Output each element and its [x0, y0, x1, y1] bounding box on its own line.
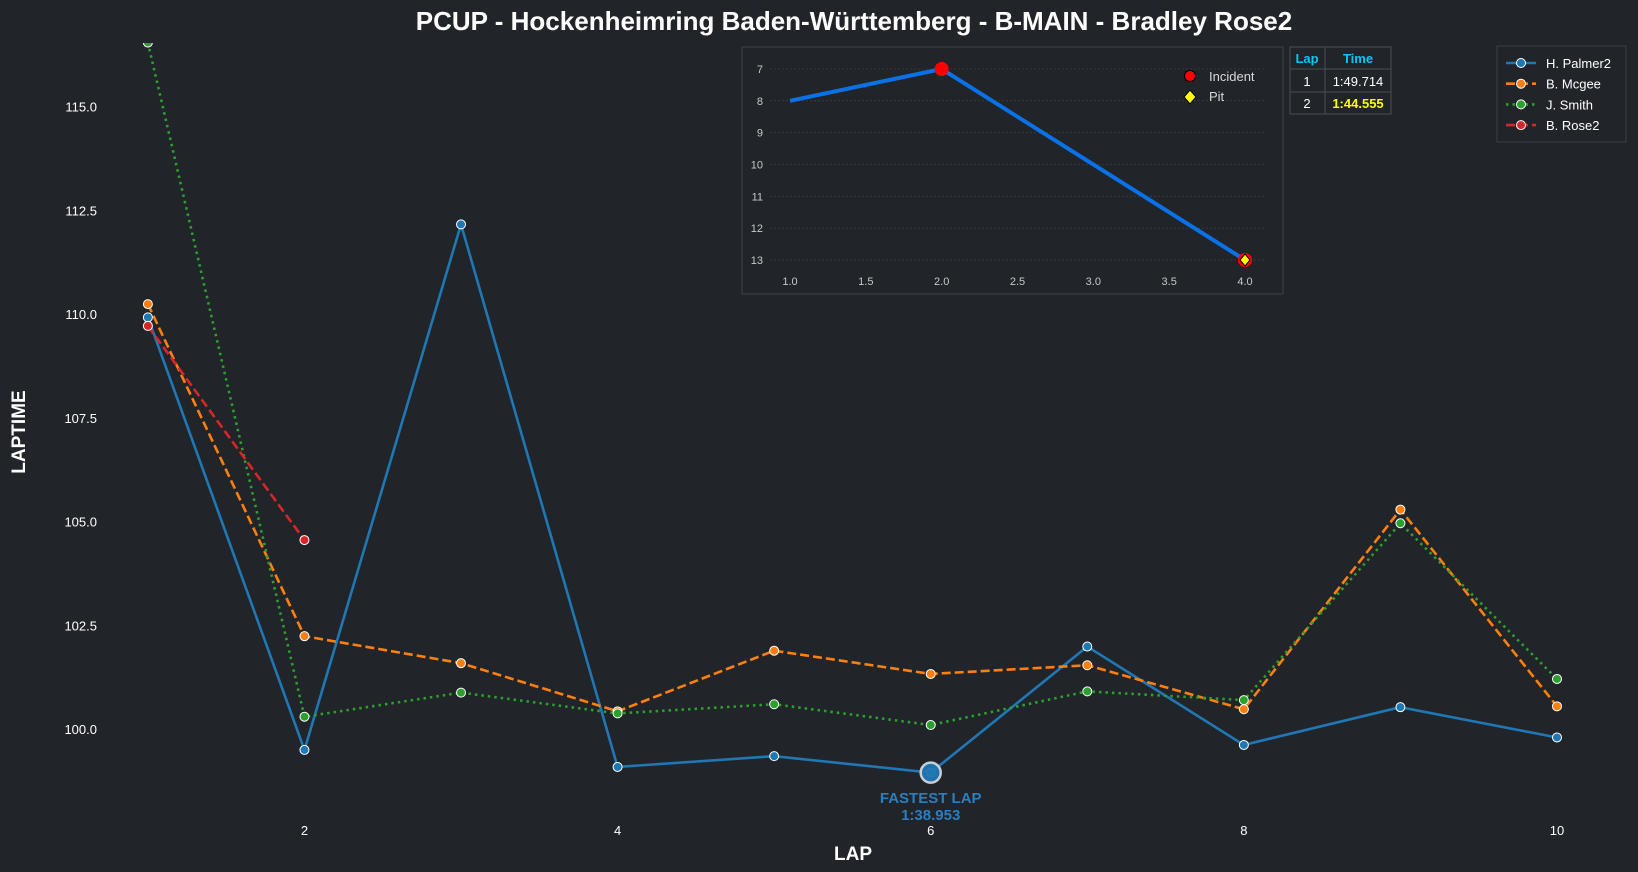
data-point: [1551, 732, 1562, 743]
inset-y-tick-label: 10: [751, 160, 763, 172]
series-line-b-rose2: [146, 325, 306, 541]
data-point: [1238, 695, 1249, 706]
x-axis-label: LAP: [834, 844, 872, 865]
table-cell-lap: 2: [1303, 96, 1310, 111]
data-point: [1551, 701, 1562, 712]
data-point: [142, 312, 153, 323]
series-line-h-palmer2: [146, 219, 1558, 774]
y-tick-label: 105.0: [64, 515, 97, 530]
inset-x-tick-label: 3.0: [1086, 276, 1101, 288]
fastest-lap-marker: [919, 761, 942, 784]
y-tick-label: 102.5: [64, 618, 97, 633]
fastest-lap-time: 1:38.953: [901, 807, 960, 824]
x-tick-label: 6: [927, 823, 934, 838]
data-point: [456, 658, 467, 669]
inset-x-tick-label: 2.0: [934, 276, 949, 288]
inset-legend: Incident Pit: [1183, 69, 1255, 105]
x-tick-label: 4: [614, 823, 621, 838]
lap-table-frame: [1289, 46, 1392, 115]
data-point: [299, 711, 310, 722]
table-cell-time-highlight: 1:44.555: [1332, 96, 1383, 111]
y-tick-label: 107.5: [64, 411, 97, 426]
data-point: [769, 751, 780, 762]
inset-x-tick-label: 3.5: [1162, 276, 1177, 288]
legend-label: B. Mcgee: [1546, 77, 1601, 92]
main-ticks: 2 4 6 8 10100.0102.5105.0107.5110.0112.5115.…: [64, 100, 1564, 838]
legend-marker: [1516, 58, 1526, 68]
inset-y-tick-label: 13: [751, 255, 763, 267]
data-point: [1082, 686, 1093, 697]
inset-y-tick-label: 8: [757, 96, 763, 108]
data-point: [769, 645, 780, 656]
x-tick-label: 8: [1240, 823, 1247, 838]
table-cell-lap: 1: [1303, 74, 1310, 89]
inset-y-tick-label: 12: [751, 223, 763, 235]
legend-label: B. Rose2: [1546, 118, 1599, 133]
fastest-lap-label: FASTEST LAP: [880, 790, 982, 807]
inset-legend-pit: Pit: [1209, 89, 1225, 104]
legend-marker: [1516, 99, 1526, 110]
main-plot: [142, 43, 1562, 784]
data-point: [1082, 641, 1093, 652]
chart-title: PCUP - Hockenheimring Baden-Württemberg …: [416, 6, 1292, 36]
data-point: [456, 687, 467, 698]
inset-plot: 7 8 9 10 11 12 13 1.0 1.5 2.0 2.5 3.0 3.5 4.0: [751, 62, 1266, 288]
lap-table: Lap Time 1 1:49.714 2 1:44.555: [1289, 46, 1392, 115]
legend-marker: [1516, 120, 1526, 131]
data-point: [925, 720, 936, 731]
data-point: [612, 761, 623, 772]
main-legend: H. Palmer2 B. Mcgee J. Smith B. Rose2: [1496, 45, 1627, 143]
legend-label: J. Smith: [1546, 97, 1593, 112]
inset-y-tick-label: 9: [757, 128, 763, 140]
inset-y-tick-label: 7: [757, 64, 763, 76]
data-point: [769, 699, 780, 710]
data-point: [456, 219, 467, 230]
data-point: [299, 744, 310, 755]
series-line-b-mcgee: [146, 303, 1559, 713]
x-tick-label: 2: [301, 823, 308, 838]
inset-x-tick-label: 1.5: [858, 276, 873, 288]
y-axis-label: LAPTIME: [9, 390, 30, 473]
y-tick-label: 112.5: [65, 203, 97, 218]
data-point: [925, 668, 936, 679]
x-tick-label: 10: [1550, 823, 1564, 838]
data-point: [612, 708, 623, 719]
y-tick-label: 100.0: [64, 722, 97, 737]
data-point: [1395, 702, 1406, 713]
inset-frame: [741, 46, 1284, 295]
pit-marker: [1239, 253, 1251, 267]
data-point: [1238, 739, 1249, 750]
data-point: [299, 535, 310, 546]
inset-x-tick-label: 2.5: [1010, 276, 1025, 288]
y-tick-label: 115.0: [65, 100, 97, 115]
position-inset: 7 8 9 10 11 12 13 1.0 1.5 2.0 2.5 3.0 3.5 4.0 Inciden…: [741, 46, 1284, 295]
inset-y-tick-label: 11: [752, 191, 763, 203]
legend-label: H. Palmer2: [1546, 56, 1611, 71]
data-point: [142, 299, 153, 310]
incident-legend-icon: [1184, 70, 1196, 82]
data-point: [1395, 518, 1406, 529]
table-header-lap: Lap: [1295, 51, 1318, 66]
y-tick-label: 110.0: [65, 307, 97, 322]
data-point: [299, 631, 310, 642]
data-point: [1238, 704, 1249, 715]
table-cell-time: 1:49.714: [1333, 74, 1384, 89]
inset-x-tick-label: 1.0: [782, 276, 797, 288]
data-point: [1551, 673, 1562, 684]
incident-marker: [934, 62, 949, 76]
inset-legend-incident: Incident: [1209, 69, 1255, 84]
data-point: [1082, 660, 1093, 671]
data-point: [142, 43, 153, 48]
table-header-time: Time: [1343, 51, 1373, 66]
inset-x-tick-label: 4.0: [1237, 276, 1252, 288]
data-point: [142, 320, 153, 331]
legend-marker: [1516, 78, 1526, 89]
pit-legend-icon: [1183, 89, 1197, 105]
data-point: [1395, 504, 1406, 515]
fastest-lap-annotation: FASTEST LAP 1:38.953: [880, 790, 982, 824]
